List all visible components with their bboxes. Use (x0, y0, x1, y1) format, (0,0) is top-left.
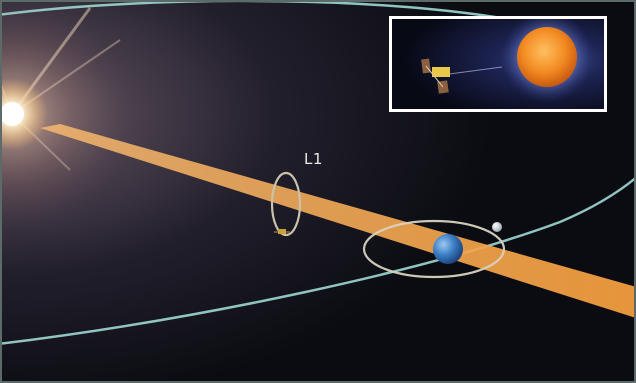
l1-halo-orbit (270, 171, 302, 237)
sun-earth-line (40, 124, 636, 318)
inset-scene (392, 19, 604, 109)
sun-pointing-line (441, 66, 503, 76)
sun-halo (0, 0, 132, 234)
moon-icon (492, 222, 502, 232)
spacecraft-icon (421, 58, 450, 94)
l1-label: L1 (304, 150, 323, 168)
moon-orbit (362, 219, 506, 279)
sun-glare-icon (0, 7, 121, 171)
spacecraft-sun-inset (389, 16, 607, 112)
sun-icon (517, 27, 577, 87)
earth-icon (433, 234, 463, 264)
spacecraft-icon (274, 229, 290, 234)
